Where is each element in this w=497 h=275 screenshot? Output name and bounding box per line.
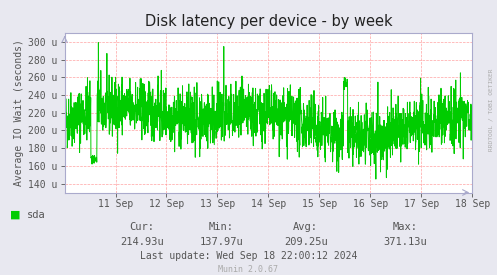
Y-axis label: Average IO Wait (seconds): Average IO Wait (seconds) [14, 39, 24, 186]
Text: Munin 2.0.67: Munin 2.0.67 [219, 265, 278, 274]
Text: Last update: Wed Sep 18 22:00:12 2024: Last update: Wed Sep 18 22:00:12 2024 [140, 251, 357, 261]
Title: Disk latency per device - by week: Disk latency per device - by week [145, 14, 392, 29]
Text: 371.13u: 371.13u [383, 237, 427, 247]
Text: Cur:: Cur: [129, 222, 154, 232]
Text: 137.97u: 137.97u [199, 237, 243, 247]
Text: 214.93u: 214.93u [120, 237, 164, 247]
Text: 209.25u: 209.25u [284, 237, 328, 247]
Text: Avg:: Avg: [293, 222, 318, 232]
Text: ■: ■ [10, 210, 20, 219]
Text: Max:: Max: [393, 222, 417, 232]
Text: Min:: Min: [209, 222, 234, 232]
Text: RRDTOOL / TOBI OETIKER: RRDTOOL / TOBI OETIKER [489, 69, 494, 151]
Text: sda: sda [27, 210, 46, 219]
